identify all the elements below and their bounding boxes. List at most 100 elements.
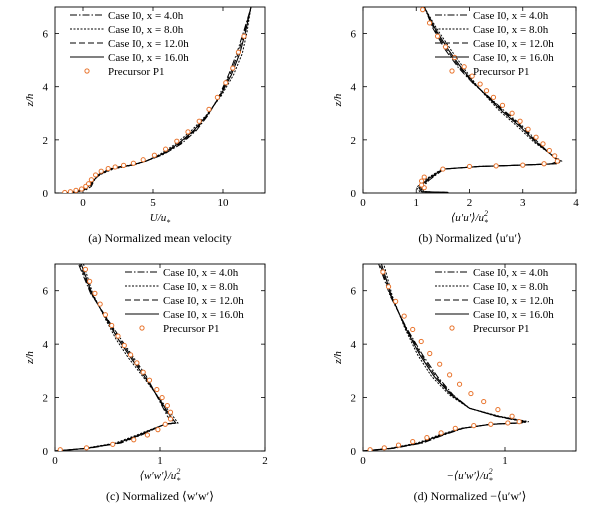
precursor-marker bbox=[509, 110, 515, 116]
precursor-marker bbox=[393, 298, 399, 304]
plot-area-c bbox=[55, 264, 179, 451]
legend-label: Case I0, x = 8.0h bbox=[163, 281, 239, 293]
series-line-dashed bbox=[363, 264, 525, 451]
precursor-marker bbox=[427, 350, 433, 357]
x-tick-label: 0 bbox=[80, 197, 86, 209]
legend-label: Case I0, x = 4.0h bbox=[163, 267, 239, 279]
y-tick-label: 6 bbox=[43, 29, 49, 41]
precursor-marker bbox=[438, 430, 444, 436]
precursor-marker bbox=[421, 174, 427, 180]
y-tick-label: 6 bbox=[351, 286, 357, 298]
precursor-marker bbox=[440, 166, 446, 172]
precursor-marker bbox=[461, 64, 467, 70]
x-tick-label: 0 bbox=[360, 455, 366, 467]
x-axis-label: −⟨u′w′⟩/u2 * bbox=[446, 467, 492, 485]
precursor-marker bbox=[525, 126, 531, 132]
precursor-marker bbox=[109, 322, 115, 329]
caption-a: (a) Normalized mean velocity bbox=[88, 231, 232, 245]
y-tick-label: 2 bbox=[351, 393, 357, 405]
precursor-marker bbox=[367, 447, 373, 451]
legend-label: Case I0, x = 4.0h bbox=[473, 267, 549, 279]
precursor-marker bbox=[499, 102, 506, 108]
precursor-marker bbox=[128, 352, 134, 358]
precursor-marker bbox=[381, 445, 387, 451]
legend-label: Case I0, x = 16.0h bbox=[473, 309, 554, 321]
y-tick-label: 2 bbox=[351, 135, 357, 147]
y-tick-label: 4 bbox=[43, 339, 49, 351]
y-axis-label: z/h bbox=[332, 93, 344, 107]
precursor-marker bbox=[554, 158, 560, 164]
precursor-marker bbox=[552, 153, 558, 159]
x-axis-label: U/u* bbox=[150, 212, 171, 227]
precursor-marker bbox=[87, 278, 93, 284]
y-tick-label: 4 bbox=[43, 82, 49, 94]
precursor-marker bbox=[424, 435, 430, 441]
legend-label: Case I0, x = 8.0h bbox=[473, 24, 549, 36]
legend-label: Case I0, x = 12.0h bbox=[163, 295, 244, 307]
caption-b: (b) Normalized ⟨u′u′⟩ bbox=[418, 231, 521, 245]
precursor-marker bbox=[134, 360, 140, 366]
precursor-marker bbox=[167, 416, 174, 422]
precursor-marker bbox=[410, 439, 416, 445]
legend-label: Precursor P1 bbox=[108, 66, 165, 78]
series-line-dotted bbox=[55, 264, 179, 451]
y-axis-label: z/h bbox=[332, 351, 344, 365]
precursor-marker bbox=[235, 49, 241, 55]
x-tick-label: 1 bbox=[414, 197, 420, 209]
precursor-marker bbox=[434, 33, 441, 39]
precursor-marker bbox=[82, 266, 89, 272]
y-tick-label: 4 bbox=[351, 339, 357, 351]
precursor-marker bbox=[456, 381, 463, 387]
series-line-dotted bbox=[363, 264, 529, 451]
precursor-marker bbox=[410, 326, 416, 333]
y-tick-label: 0 bbox=[351, 446, 357, 458]
precursor-marker bbox=[97, 301, 103, 307]
precursor-marker bbox=[540, 141, 546, 147]
legend-label: Case I0, x = 12.0h bbox=[473, 38, 554, 50]
precursor-marker bbox=[447, 372, 453, 378]
precursor-marker bbox=[112, 164, 118, 170]
precursor-marker bbox=[88, 177, 95, 183]
legend-label: Case I0, x = 12.0h bbox=[108, 38, 189, 50]
precursor-marker bbox=[93, 172, 99, 178]
series-line-dashed bbox=[55, 264, 176, 451]
legend-label: Case I0, x = 4.0h bbox=[108, 10, 184, 22]
caption-c: (c) Normalized ⟨w′w′⟩ bbox=[106, 489, 214, 503]
precursor-marker bbox=[105, 165, 111, 172]
precursor-marker bbox=[418, 178, 425, 184]
precursor-marker bbox=[110, 441, 116, 447]
precursor-marker bbox=[214, 94, 220, 100]
precursor-marker bbox=[83, 445, 90, 451]
panel-b: (b) Normalized ⟨u′u′⟩ 0 1 2 3 4 0 2 4 6 z/h ⟨u′u′⟩… bbox=[332, 6, 579, 245]
precursor-marker bbox=[520, 162, 526, 168]
series-line-dashdot bbox=[55, 264, 174, 451]
series-line-solid bbox=[64, 7, 252, 193]
precursor-marker bbox=[67, 189, 73, 193]
precursor-marker bbox=[162, 421, 168, 427]
precursor-marker bbox=[401, 313, 407, 319]
precursor-marker bbox=[469, 73, 475, 79]
precursor-marker bbox=[442, 44, 449, 50]
x-tick-label: 1 bbox=[502, 455, 508, 467]
legend-label: Precursor P1 bbox=[473, 323, 530, 335]
precursor-marker bbox=[57, 447, 63, 451]
precursor-marker bbox=[493, 163, 499, 169]
precursor-marker bbox=[154, 386, 160, 393]
precursor-marker bbox=[481, 398, 487, 405]
x-axis-label: ⟨w′w′⟩/u2 * bbox=[140, 467, 181, 485]
precursor-marker bbox=[102, 312, 109, 318]
precursor-marker bbox=[155, 427, 161, 433]
legend-label: Case I0, x = 16.0h bbox=[163, 309, 244, 321]
y-axis-label: z/h bbox=[24, 93, 36, 107]
precursor-marker bbox=[121, 342, 127, 349]
x-tick-label: 1 bbox=[157, 455, 163, 467]
precursor-marker bbox=[98, 168, 104, 174]
precursor-marker bbox=[151, 152, 157, 158]
precursor-marker bbox=[159, 394, 165, 401]
series-line-solid bbox=[55, 264, 177, 451]
precursor-marker bbox=[509, 413, 515, 419]
precursor-marker bbox=[395, 442, 402, 448]
precursor-marker bbox=[140, 369, 146, 375]
precursor-marker bbox=[541, 161, 547, 167]
